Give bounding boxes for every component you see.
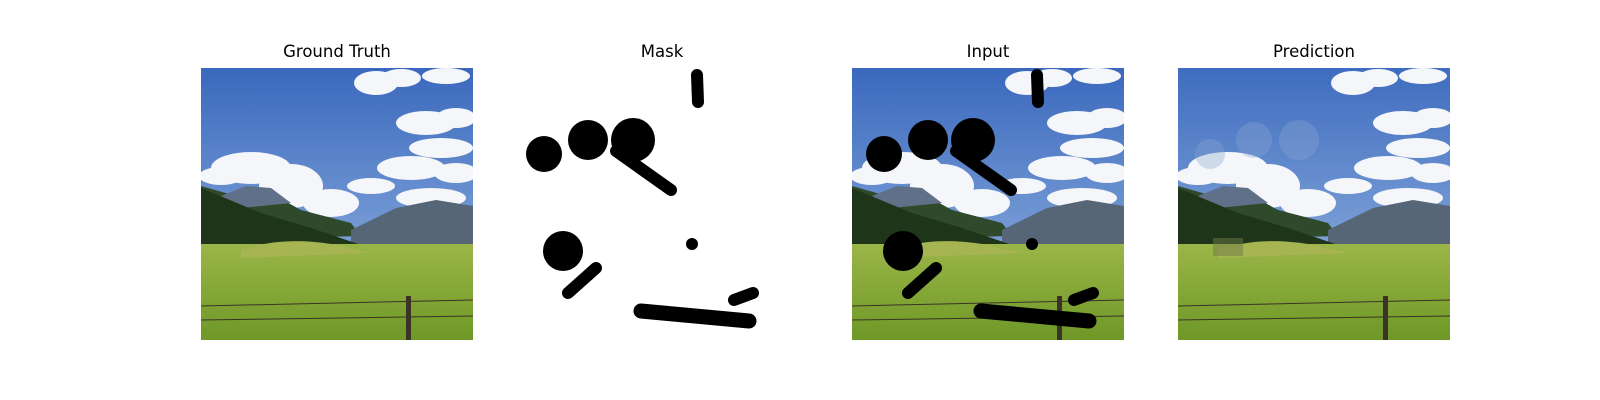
panel-title-input: Input [966, 42, 1010, 61]
ground-truth-image [201, 68, 473, 340]
panel-title-prediction: Prediction [1273, 42, 1355, 61]
prediction-image [1178, 68, 1450, 340]
panel-ground-truth: Ground Truth [201, 0, 473, 400]
input-image [852, 68, 1124, 340]
panel-title-ground-truth: Ground Truth [283, 42, 391, 61]
panel-mask: Mask [526, 0, 798, 400]
panel-input: Input [852, 0, 1124, 400]
panel-title-mask: Mask [640, 42, 684, 61]
mask-image [526, 68, 798, 340]
panel-prediction: Prediction [1178, 0, 1450, 400]
